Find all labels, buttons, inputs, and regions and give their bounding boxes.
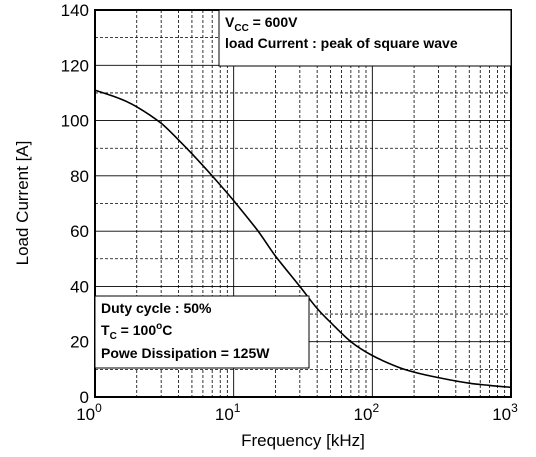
y-tick-label: 120 <box>61 56 89 75</box>
annotation-bottom-line3: Powe Dissipation = 125W <box>101 345 270 361</box>
x-tick-labels: 100 101 102 103 <box>76 401 518 424</box>
annotation-bottom-line1: Duty cycle : 50% <box>101 300 212 316</box>
annotation-top-line2: load Current : peak of square wave <box>225 35 458 51</box>
annotation-bottom-line2: TC = 100oC <box>101 321 172 342</box>
y-tick-label: 60 <box>70 222 89 241</box>
y-tick-label: 20 <box>70 333 89 352</box>
y-tick-labels: 0 20 40 60 80 100 120 140 <box>61 1 89 407</box>
annotation-top-line1: VCC = 600V <box>225 14 298 34</box>
y-tick-label: 80 <box>70 167 89 186</box>
y-tick-label: 40 <box>70 277 89 296</box>
x-tick-label: 103 <box>492 401 518 424</box>
x-tick-label: 101 <box>215 401 241 424</box>
y-tick-label: 100 <box>61 112 89 131</box>
x-tick-label: 100 <box>76 401 102 424</box>
y-tick-label: 140 <box>61 1 89 20</box>
annotation-top: VCC = 600V load Current : peak of square… <box>218 9 512 67</box>
series-line <box>94 89 512 389</box>
annotation-bottom: Duty cycle : 50% TC = 100oC Powe Dissipa… <box>94 295 310 369</box>
x-axis-label: Frequency [kHz] <box>241 431 365 450</box>
y-axis-label: Load Current [A] <box>13 141 32 266</box>
y-tick-label: 0 <box>80 388 89 407</box>
x-tick-label: 102 <box>354 401 380 424</box>
